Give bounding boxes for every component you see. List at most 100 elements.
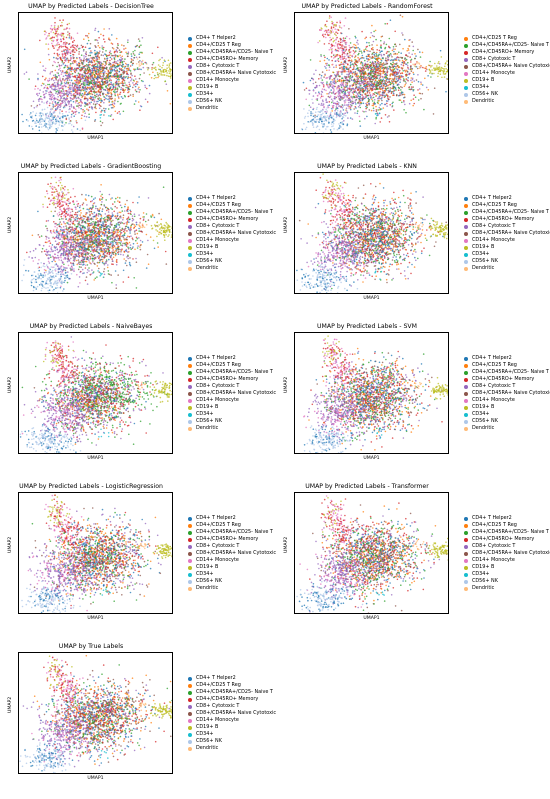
scatter-point (365, 111, 367, 113)
scatter-point (62, 70, 64, 72)
scatter-point (343, 117, 345, 119)
scatter-point (89, 86, 91, 88)
scatter-point (337, 101, 339, 103)
scatter-point (62, 102, 64, 104)
scatter-point (343, 120, 345, 122)
scatter-point (94, 101, 96, 103)
scatter-point (51, 86, 53, 88)
scatter-point (120, 92, 122, 94)
scatter-point (346, 71, 348, 73)
scatter-point (411, 81, 413, 83)
scatter-point (33, 101, 35, 103)
scatter-point (331, 29, 333, 31)
scatter-point (403, 65, 405, 67)
scatter-point (63, 62, 65, 64)
scatter-point (76, 121, 78, 123)
scatter-point (376, 78, 378, 80)
scatter-point (99, 82, 101, 84)
scatter-point (168, 66, 170, 68)
scatter-point (50, 71, 52, 73)
scatter-point (54, 211, 56, 213)
scatter-point (378, 80, 380, 82)
scatter-point (384, 80, 386, 82)
scatter-point (73, 38, 75, 40)
scatter-point (161, 67, 163, 69)
scatter-point (379, 109, 381, 111)
scatter-point (343, 66, 345, 68)
scatter-point (76, 91, 78, 93)
scatter-point (72, 98, 74, 100)
scatter-point (35, 85, 37, 87)
legend-marker (464, 72, 468, 76)
scatter-point (95, 104, 97, 106)
legend-item: CD8+ Cytotoxic T (464, 56, 550, 63)
legend-item: CD19+ B (464, 77, 550, 84)
scatter-point (328, 87, 330, 89)
scatter-point (350, 101, 352, 103)
scatter-point (365, 96, 367, 98)
scatter-point (347, 117, 349, 119)
scatter-point (330, 47, 332, 49)
scatter-point (403, 109, 405, 111)
scatter-point (327, 58, 329, 60)
scatter-point (388, 98, 390, 100)
scatter-point (37, 88, 39, 90)
scatter-point (380, 94, 382, 96)
scatter-point (55, 93, 57, 95)
scatter-point (56, 91, 58, 93)
scatter-point (92, 96, 94, 98)
scatter-point (376, 44, 378, 46)
scatter-point (92, 74, 94, 76)
scatter-point (70, 77, 72, 79)
scatter-point (86, 91, 88, 93)
scatter-point (346, 36, 348, 38)
scatter-point (88, 70, 90, 72)
scatter-point (88, 40, 90, 42)
scatter-point (124, 82, 126, 84)
scatter-point (366, 90, 368, 92)
scatter-point (98, 70, 100, 72)
scatter-point (426, 87, 428, 89)
scatter-point (359, 70, 361, 72)
scatter-point (100, 34, 102, 36)
scatter-point (69, 68, 71, 70)
scatter-point (73, 57, 75, 59)
scatter-point (51, 88, 53, 90)
scatter-point (446, 71, 448, 73)
scatter-point (85, 77, 87, 79)
scatter-point (79, 95, 81, 97)
scatter-point (393, 71, 395, 73)
scatter-point (168, 75, 170, 77)
scatter-point (64, 82, 66, 84)
scatter-point (103, 35, 105, 37)
scatter-point (72, 89, 74, 91)
scatter-point (391, 74, 393, 76)
legend-marker (188, 100, 192, 104)
scatter-point (120, 82, 122, 84)
scatter-point (145, 87, 147, 89)
scatter-point (351, 55, 353, 57)
scatter-point (328, 93, 330, 95)
scatter-point (117, 112, 119, 114)
scatter-point (108, 37, 110, 39)
scatter-point (335, 60, 337, 62)
scatter-point (389, 96, 391, 98)
legend-item: CD8+ Cytotoxic T (188, 63, 276, 70)
scatter-point (103, 76, 105, 78)
scatter-point (121, 44, 123, 46)
scatter-point (95, 88, 97, 90)
scatter-point (123, 258, 125, 260)
scatter-point (86, 84, 88, 86)
scatter-point (342, 97, 344, 99)
scatter-point (57, 99, 59, 101)
scatter-point (372, 79, 374, 81)
scatter-point (341, 62, 343, 64)
scatter-point (378, 100, 380, 102)
scatter-point (424, 78, 426, 80)
scatter-point (325, 118, 327, 120)
scatter-point (326, 64, 328, 66)
scatter-point (389, 84, 391, 86)
scatter-point (117, 66, 119, 68)
scatter-point (96, 83, 98, 85)
legend-label: CD4+/CD25 T Reg (472, 35, 517, 42)
